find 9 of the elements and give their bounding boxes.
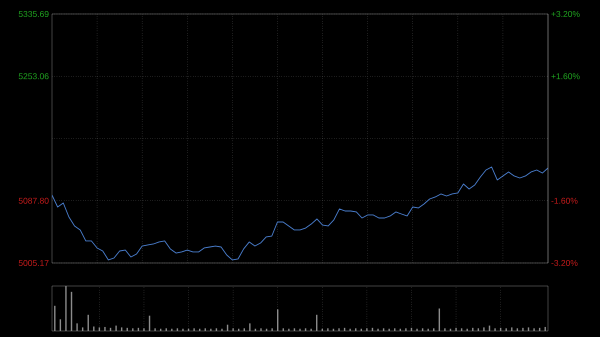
y2-tick-label: -1.60% — [551, 198, 578, 204]
line-series — [52, 166, 548, 260]
y-tick-label: 5253.06 — [18, 73, 49, 80]
y2-tick-label: +1.60% — [551, 73, 580, 80]
y2-tick-label: -3.20% — [551, 260, 578, 266]
y-tick-label: 5087.80 — [18, 198, 49, 204]
y-tick-label: 5005.17 — [18, 260, 49, 266]
y2-tick-label: +3.20% — [551, 11, 580, 17]
y-tick-label: 5335.69 — [18, 11, 49, 17]
